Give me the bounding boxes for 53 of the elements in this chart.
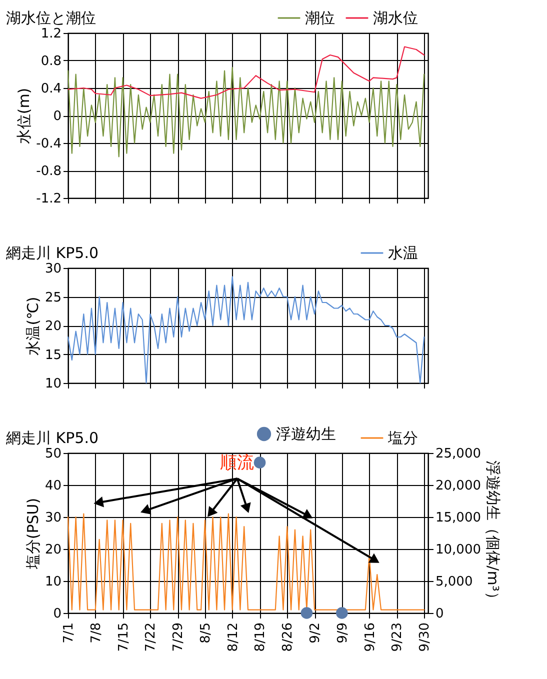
- x-tick-label: 9/23: [390, 622, 406, 652]
- y-tick-label: 10: [44, 376, 62, 392]
- y-axis-title: 塩分(PSU): [24, 498, 42, 570]
- chart-title: 網走川 KP5.0: [5, 429, 99, 447]
- y-tick-label: 1.2: [40, 26, 62, 42]
- y-tick-label: -1.2: [36, 192, 62, 206]
- legend-label: 水温: [388, 244, 418, 262]
- x-tick-label: 7/1: [62, 622, 76, 644]
- y-tick-label: 0.4: [40, 82, 62, 96]
- y-tick-label: 30: [44, 262, 62, 276]
- x-tick-label: 9/16: [362, 622, 378, 652]
- y2-tick-label: 25,000: [436, 446, 481, 462]
- y-axis-title: 水温(℃): [24, 296, 42, 356]
- y-tick-label: 20: [44, 542, 62, 558]
- line-series: [67, 66, 425, 158]
- x-tick-label: 8/26: [280, 622, 296, 652]
- chart-title: 湖水位と潮位: [6, 9, 96, 27]
- legend-label: 浮遊幼生: [276, 425, 336, 443]
- x-tick-label: 7/8: [88, 622, 104, 644]
- line-series: [67, 46, 425, 99]
- y-tick-label: 30: [44, 510, 62, 526]
- y-axis-title: 水位(m): [15, 88, 34, 144]
- x-tick-label: 7/22: [144, 622, 159, 652]
- y2-tick-label: 5,000: [436, 574, 473, 590]
- x-tick-label: 8/12: [226, 622, 241, 652]
- legend-label: 塩分: [387, 429, 418, 447]
- y-tick-label: 20: [44, 319, 62, 334]
- y2-tick-label: 15,000: [436, 510, 481, 526]
- x-tick-label: 7/29: [171, 622, 186, 652]
- y-tick-label: -0.4: [36, 136, 62, 152]
- line-series: [67, 276, 425, 384]
- x-tick-label: 7/15: [116, 622, 132, 652]
- y2-tick-label: 20,000: [436, 478, 481, 494]
- y-tick-label: 0: [53, 606, 62, 622]
- y-tick-label: 0: [53, 109, 62, 124]
- y-tick-label: 15: [44, 348, 62, 363]
- x-tick-label: 9/2: [308, 622, 324, 644]
- y-tick-label: 0.8: [40, 54, 62, 69]
- chart-title: 網走川 KP5.0: [5, 244, 99, 262]
- y-tick-label: 10: [44, 574, 62, 590]
- x-tick-label: 8/19: [253, 622, 268, 652]
- y-tick-label: 50: [44, 446, 62, 462]
- y2-tick-label: 10,000: [436, 542, 481, 558]
- y2-tick-label: 0: [436, 606, 444, 622]
- x-tick-label: 9/30: [418, 622, 433, 652]
- legend-label: 潮位: [305, 9, 335, 27]
- x-tick-label: 9/9: [335, 622, 350, 644]
- y-tick-label: -0.8: [36, 164, 62, 179]
- legend-label: 湖水位: [373, 9, 418, 27]
- y2-axis-title: 浮遊幼生（個体/m³）: [484, 460, 502, 606]
- y-tick-label: 40: [44, 478, 62, 494]
- x-tick-label: 8/5: [198, 622, 214, 644]
- y-tick-label: 25: [44, 290, 62, 306]
